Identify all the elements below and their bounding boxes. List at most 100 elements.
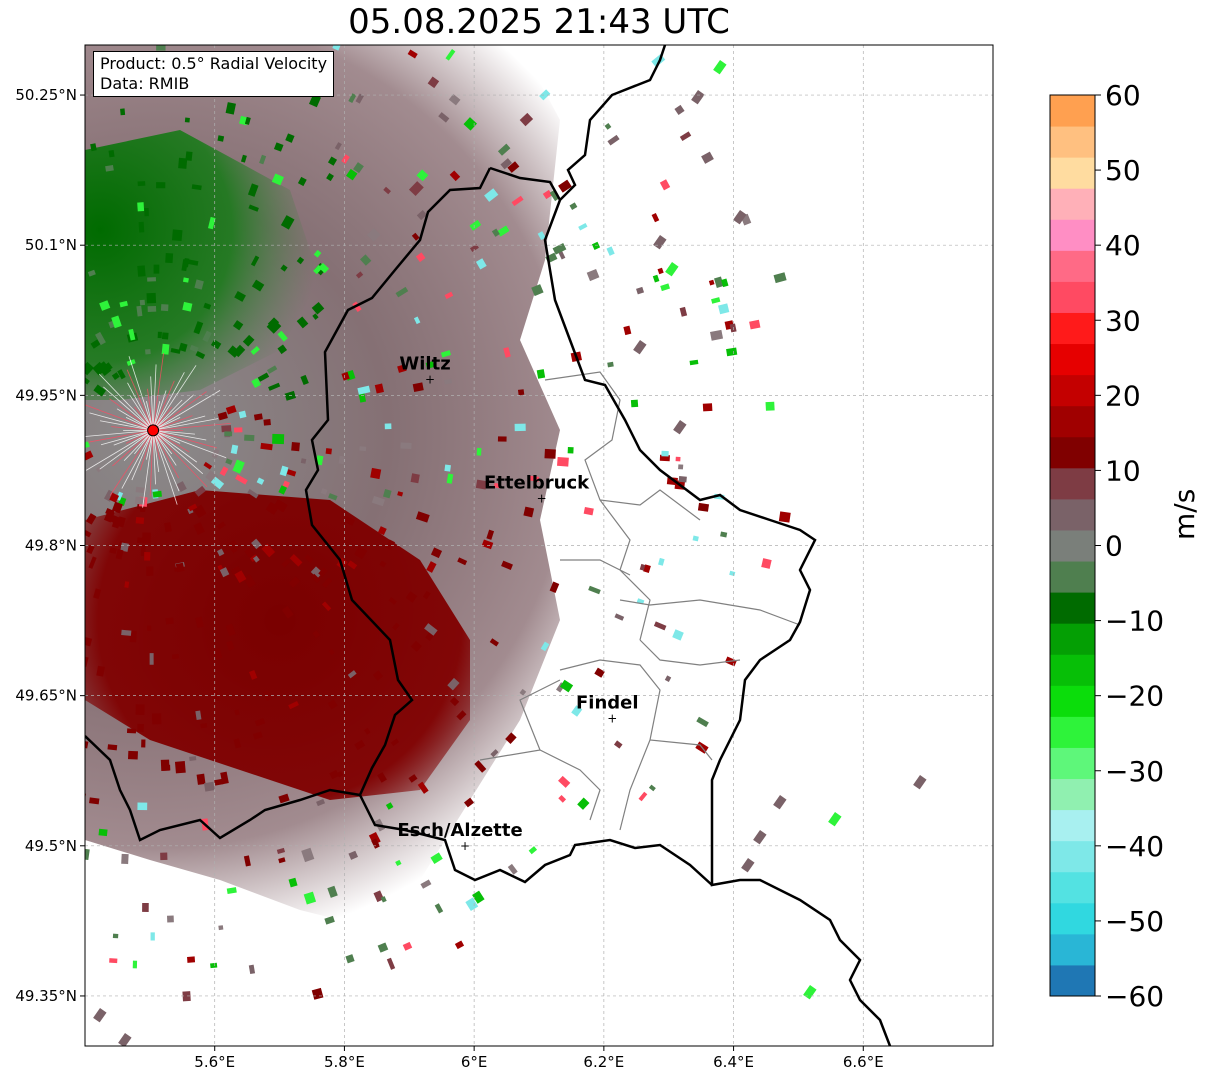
echo-gate bbox=[191, 184, 202, 191]
echo-gate bbox=[347, 670, 357, 679]
echo-gate bbox=[395, 286, 409, 298]
echo-gate bbox=[658, 557, 665, 566]
echo-gate bbox=[303, 891, 317, 905]
echo-gate bbox=[160, 304, 169, 312]
colorbar-band bbox=[1050, 809, 1095, 842]
echo-gate bbox=[507, 863, 518, 875]
map-title: 05.08.2025 21:43 UTC bbox=[348, 2, 730, 42]
echo-gate bbox=[289, 554, 303, 567]
colorbar-band bbox=[1050, 498, 1095, 531]
echo-gate bbox=[528, 846, 538, 855]
echo-gate bbox=[446, 473, 454, 484]
echo-gate bbox=[176, 481, 187, 493]
echo-gate bbox=[135, 486, 146, 494]
echo-gate bbox=[271, 173, 284, 186]
echo-gate bbox=[379, 560, 387, 568]
echo-gate bbox=[449, 696, 460, 707]
echo-gate bbox=[607, 134, 620, 146]
echo-gate bbox=[189, 756, 197, 761]
echo-gate bbox=[98, 828, 108, 837]
echo-gate bbox=[454, 940, 465, 950]
echo-gate bbox=[675, 456, 681, 462]
radar-ray bbox=[123, 430, 154, 462]
echo-gate bbox=[111, 315, 122, 329]
echo-gate bbox=[238, 410, 247, 419]
echo-gate bbox=[156, 45, 166, 51]
echo-gate bbox=[434, 903, 444, 914]
echo-gate bbox=[281, 605, 294, 619]
echo-gate bbox=[240, 154, 247, 163]
echo-gate bbox=[221, 425, 232, 433]
colorbar-band bbox=[1050, 871, 1095, 904]
echo-gate bbox=[259, 154, 267, 165]
echo-gate bbox=[540, 641, 550, 652]
echo-gate bbox=[353, 162, 364, 174]
echo-gate bbox=[111, 501, 123, 514]
echo-gate bbox=[578, 222, 588, 231]
echo-gate bbox=[210, 962, 218, 969]
echo-gate bbox=[85, 441, 90, 449]
echo-gate bbox=[243, 574, 256, 588]
echo-gate bbox=[220, 771, 229, 785]
radar-ray bbox=[152, 430, 198, 463]
radar-ray bbox=[109, 398, 154, 431]
echo-gate bbox=[182, 991, 191, 1002]
echo-gate bbox=[607, 361, 614, 368]
echo-gate bbox=[161, 343, 170, 355]
echo-gate bbox=[217, 135, 225, 142]
echo-gate bbox=[312, 630, 320, 639]
echo-gate bbox=[226, 640, 235, 651]
echo-gate bbox=[127, 750, 138, 760]
echo-gate bbox=[254, 718, 266, 727]
echo-gate bbox=[469, 219, 482, 231]
echo-gate bbox=[701, 151, 714, 164]
echo-gate bbox=[500, 158, 513, 170]
echo-gate bbox=[390, 738, 400, 747]
echo-gate bbox=[189, 344, 199, 353]
radar-ray bbox=[128, 356, 154, 431]
echo-gate bbox=[171, 653, 180, 660]
radar-ray bbox=[99, 430, 154, 470]
colorbar-ticks: 60 50 40 30 20 10 0 −10 −20 −30 −40 −50 −60 bbox=[1095, 79, 1164, 1013]
echo-gate bbox=[408, 774, 418, 783]
colorbar-band bbox=[1050, 343, 1095, 376]
radar-ray bbox=[121, 430, 154, 489]
echo-gate bbox=[338, 455, 345, 465]
echo-gate bbox=[493, 482, 501, 489]
echo-gate bbox=[165, 617, 174, 625]
echo-gate bbox=[308, 94, 321, 108]
echo-gate bbox=[124, 581, 130, 588]
colorbar-band bbox=[1050, 219, 1095, 251]
echo-gate bbox=[405, 591, 418, 603]
echo-gate bbox=[266, 365, 278, 374]
radar-ray bbox=[152, 364, 157, 431]
echo-gate bbox=[183, 257, 190, 268]
echo-gate bbox=[120, 542, 130, 552]
echo-gate bbox=[129, 630, 137, 643]
echo-gate bbox=[444, 464, 451, 472]
echo-gate bbox=[288, 877, 298, 888]
international-border-east bbox=[489, 45, 892, 1046]
colorbar-tick-label: −60 bbox=[1105, 980, 1164, 1013]
echo-gate bbox=[153, 264, 160, 274]
echo-gate bbox=[519, 112, 534, 127]
city-label: Wiltz bbox=[399, 353, 450, 374]
echo-gate bbox=[456, 710, 467, 721]
echo-gate bbox=[182, 277, 189, 283]
radar-ray bbox=[85, 404, 154, 431]
echo-gate bbox=[413, 316, 421, 325]
echo-gate bbox=[527, 475, 540, 482]
radar-ray bbox=[139, 430, 154, 471]
echo-gate bbox=[250, 255, 260, 267]
echo-gate bbox=[463, 797, 475, 808]
canton-borders bbox=[479, 371, 801, 831]
echo-gate bbox=[407, 49, 418, 59]
lat-tick-label: 50.1°N bbox=[25, 236, 77, 254]
echo-gate bbox=[170, 348, 181, 354]
echo-gate bbox=[355, 93, 365, 104]
colorbar-tick-label: −30 bbox=[1105, 755, 1164, 788]
echo-gate bbox=[97, 361, 112, 376]
echo-gate bbox=[311, 301, 325, 315]
echo-gate bbox=[149, 653, 154, 665]
echo-gate bbox=[251, 279, 265, 292]
